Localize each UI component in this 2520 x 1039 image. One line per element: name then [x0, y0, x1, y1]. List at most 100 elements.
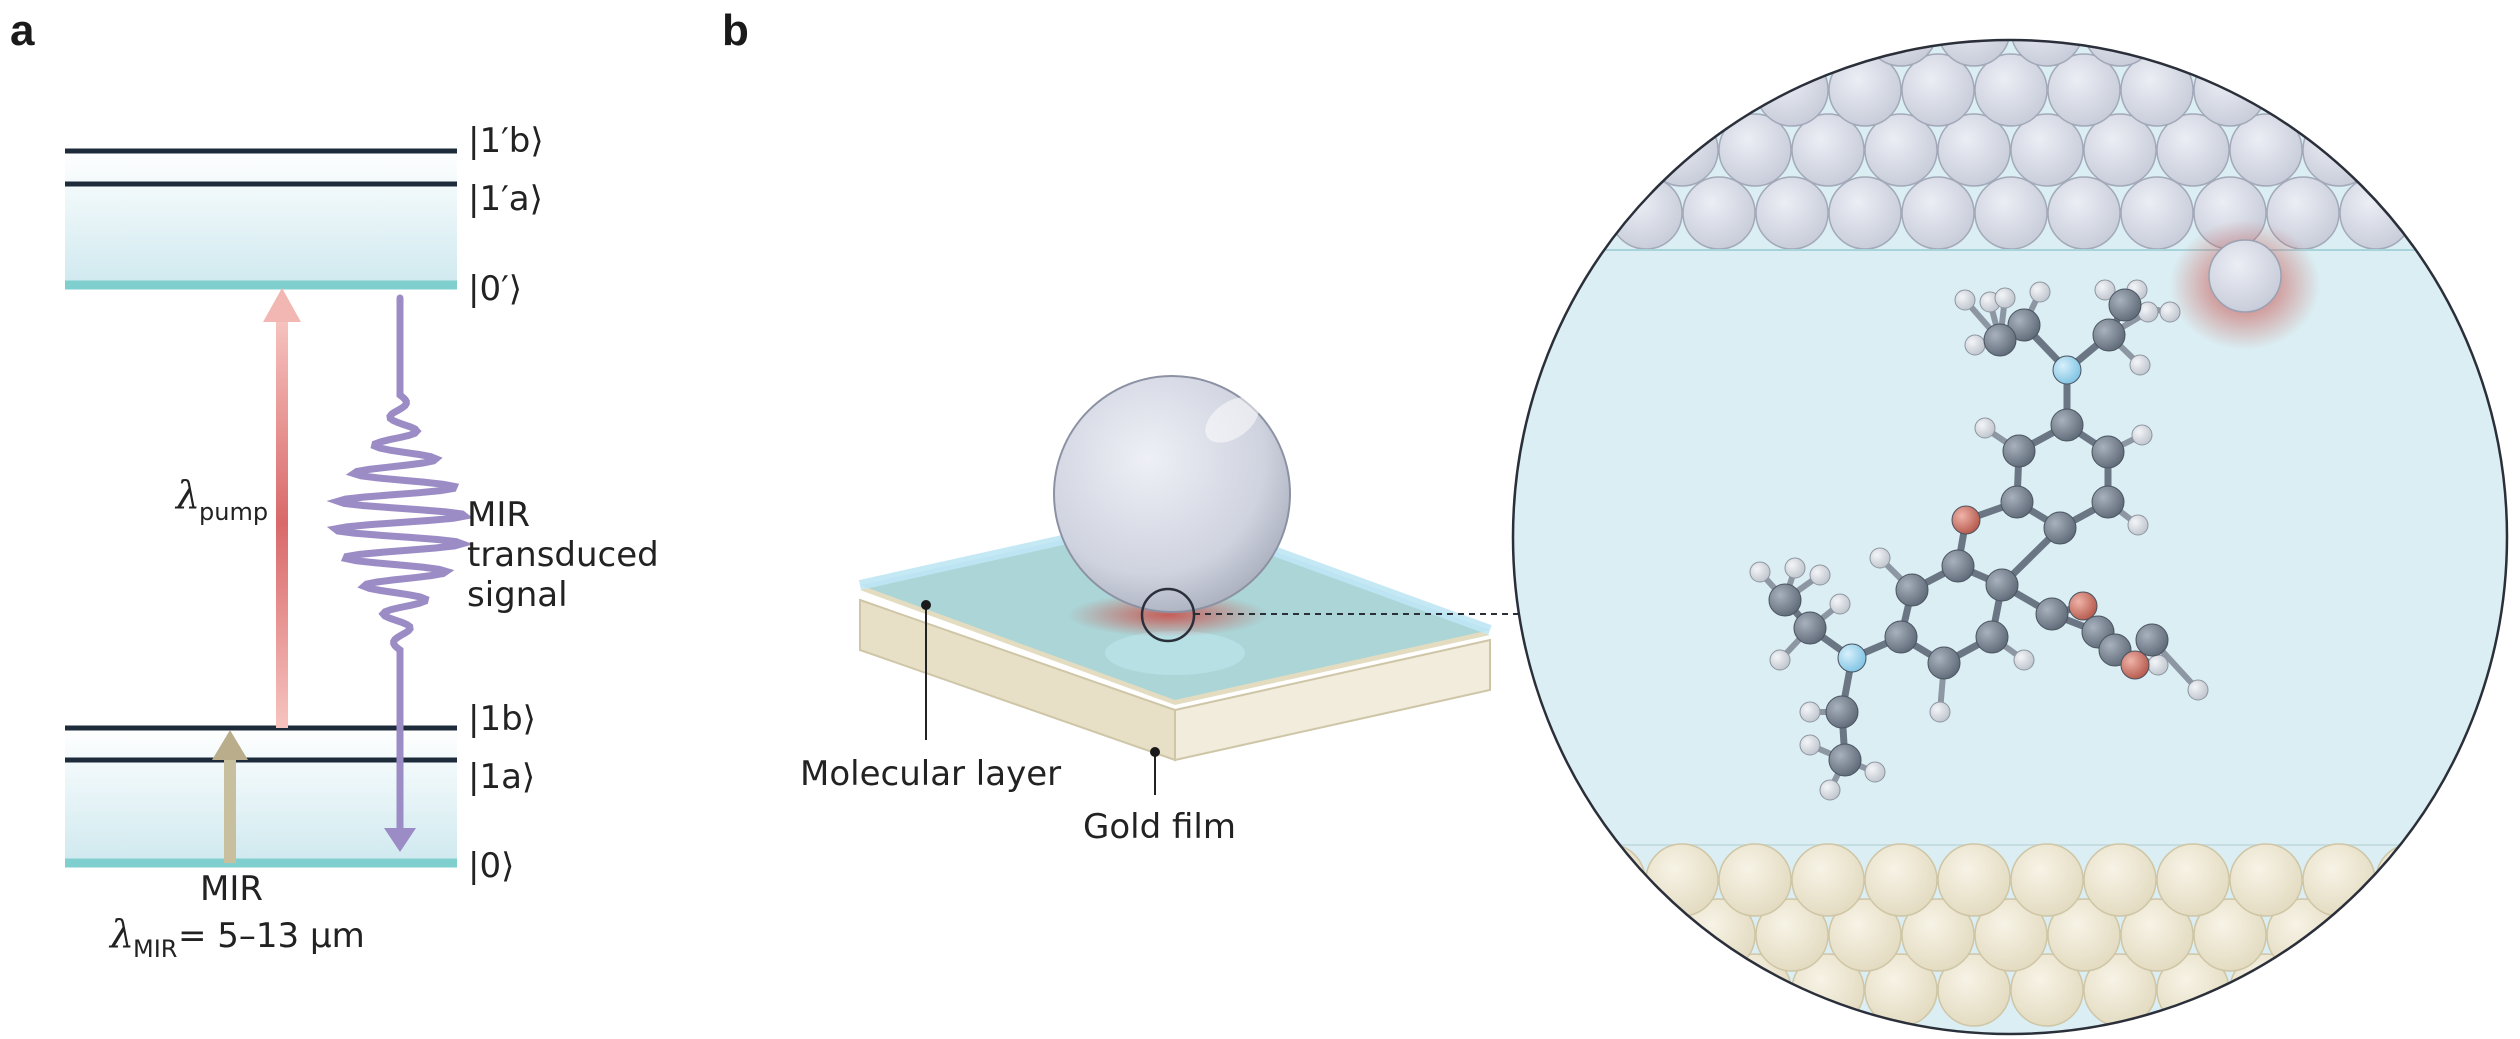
sphere-highlight [1205, 397, 1259, 443]
gold-film-dot [1150, 747, 1160, 757]
carbon-atom [2092, 318, 2126, 352]
hydrogen-atom [1869, 547, 1891, 569]
adatom [2208, 239, 2282, 313]
gold-atom [1682, 176, 1756, 250]
mir-arrow [212, 730, 248, 863]
gold-atom [1645, 40, 1719, 67]
hydrogen-atom [1819, 779, 1841, 801]
gold-atom [2010, 113, 2084, 187]
label-1a-prime: |1′a⟩ [468, 179, 543, 219]
gold-atom [1864, 843, 1938, 917]
gold-atom [1901, 176, 1975, 250]
label-0-prime: |0′⟩ [468, 269, 522, 309]
gold-atom [1513, 113, 1573, 187]
gold-atom [2083, 40, 2157, 67]
gold-atom [2448, 40, 2507, 67]
carbon-atom [1793, 611, 1827, 645]
gold-atom [2375, 40, 2449, 67]
gold-atom [2266, 53, 2340, 127]
hydrogen-atom [1809, 564, 1831, 586]
gold-atom [1682, 53, 1756, 127]
hydrogen-atom [2094, 279, 2116, 301]
hydrogen-atom [1769, 649, 1791, 671]
hydrogen-atom [1964, 334, 1986, 356]
gold-atom [2339, 176, 2413, 250]
hydrogen-atom [2127, 514, 2149, 536]
gold-atom [1572, 113, 1646, 187]
carbon-atom [2108, 288, 2142, 322]
gold-atom [2302, 113, 2376, 187]
gold-atom [2302, 40, 2376, 67]
label-1b-prime: |1′b⟩ [468, 121, 544, 161]
hotspot [1068, 593, 1268, 637]
carbon-atom [2050, 408, 2084, 442]
gold-atom [2010, 40, 2084, 67]
gold-atom [2156, 113, 2230, 187]
oxygen-atom [1951, 505, 1981, 535]
carbon-atom [1828, 743, 1862, 777]
gold-atom [1718, 40, 1792, 67]
mir-lambda-value: = 5–13 µm [178, 916, 365, 956]
excited-state-band [65, 148, 457, 290]
pump-subscript: pump [199, 498, 268, 526]
gold-atom [1609, 898, 1683, 972]
gold-atom [1513, 843, 1573, 917]
oxygen-atom [2120, 650, 2150, 680]
gold-atom [1572, 843, 1646, 917]
carbon-atom [2002, 434, 2036, 468]
carbon-atom [1985, 568, 2019, 602]
hydrogen-atom [1954, 289, 1976, 311]
gold-atom [2302, 843, 2376, 917]
carbon-atom [2007, 308, 2041, 342]
gold-atom [1937, 113, 2011, 187]
gold-atom [2010, 843, 2084, 917]
gold-atom [1901, 53, 1975, 127]
carbon-atom [2091, 485, 2125, 519]
gold-atom [2120, 898, 2194, 972]
gold-atom [1901, 898, 1975, 972]
gold-atom [2485, 53, 2507, 127]
carbon-atom [2135, 623, 2169, 657]
gold-atom [1513, 53, 1537, 127]
gold-atom [2156, 843, 2230, 917]
hydrogen-atom [1799, 734, 1821, 756]
gold-atom [2047, 176, 2121, 250]
gold-atom [1513, 953, 1573, 1027]
gold-atom [1536, 176, 1610, 250]
gold-atom [1536, 53, 1610, 127]
gold-atom [1718, 113, 1792, 187]
carbon-atom [2043, 511, 2077, 545]
gold-atom [1513, 40, 1573, 67]
gold-atom [1609, 176, 1683, 250]
hydrogen-atom [2029, 281, 2051, 303]
gold-atom [2448, 113, 2507, 187]
gold-atom [1974, 176, 2048, 250]
hydrogen-atom [1994, 287, 2016, 309]
gold-atom [2120, 176, 2194, 250]
gold-atom [2375, 113, 2449, 187]
gold-atom [1645, 113, 1719, 187]
gold-atom [1864, 113, 1938, 187]
hydrogen-atom [1784, 557, 1806, 579]
mir-lambda: λ [108, 912, 134, 956]
hydrogen-atom [2013, 649, 2035, 671]
gold-atom [2412, 53, 2486, 127]
carbon-atom [1927, 646, 1961, 680]
gold-atom [2485, 898, 2507, 972]
gold-atom [2448, 843, 2507, 917]
magnified-inset [1511, 38, 2509, 1036]
mir-label: MIR [200, 869, 263, 909]
gold-atom [2047, 53, 2121, 127]
gold-atom [1718, 843, 1792, 917]
gold-atom [1791, 40, 1865, 67]
gold-atom [2485, 176, 2507, 250]
gold-atom [2229, 113, 2303, 187]
gold-film-label: Gold film [1083, 807, 1236, 847]
gold-atom [1791, 843, 1865, 917]
oxygen-atom [2068, 591, 2098, 621]
signal-label-line1: MIR [467, 495, 530, 535]
gold-atoms-bottom [1513, 843, 2507, 1027]
gold-atom [1645, 843, 1719, 917]
gold-atom [2448, 953, 2507, 1027]
